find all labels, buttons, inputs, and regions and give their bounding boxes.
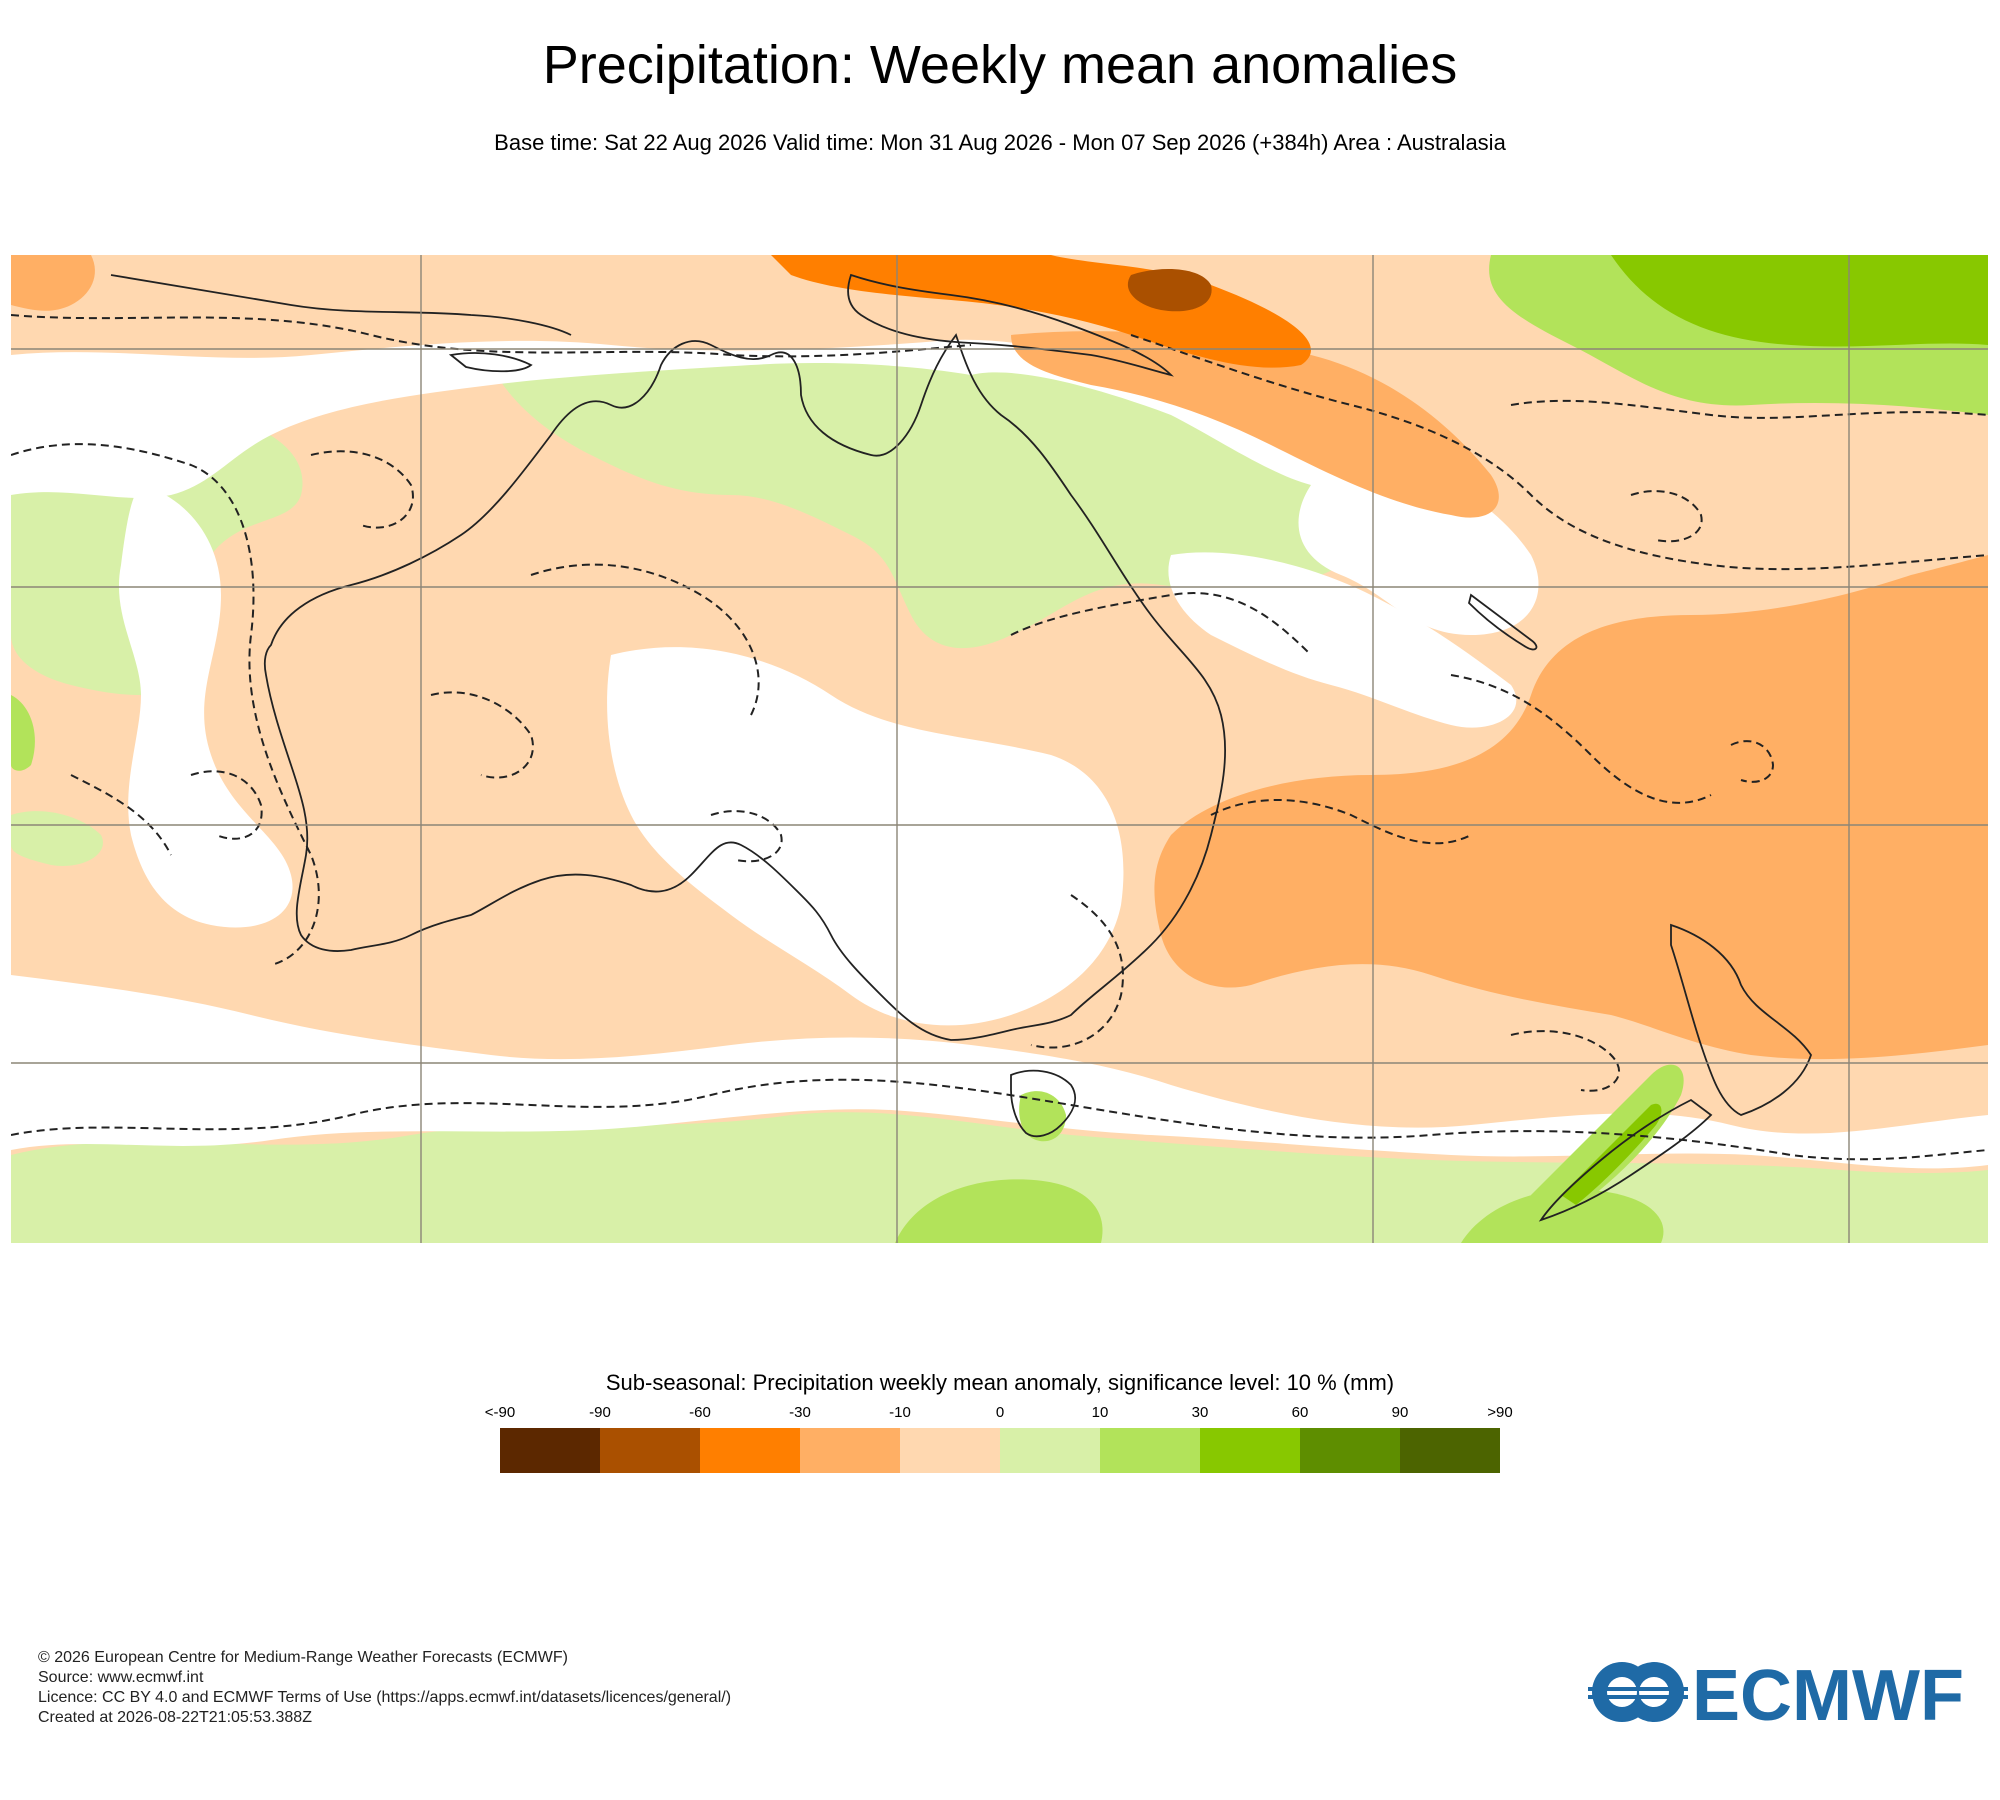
legend-swatch (1300, 1428, 1400, 1473)
tasman-sea-dry (1154, 555, 1988, 1060)
legend-label: 60 (1291, 1404, 1309, 1421)
australia-coastline (263, 333, 1226, 1041)
source-text: Source: www.ecmwf.int (38, 1669, 204, 1686)
legend-swatch (1400, 1428, 1500, 1473)
nz-north-island-coastline (1670, 923, 1812, 1116)
indian-ocean-dry (11, 255, 95, 311)
indonesia-coastline (110, 274, 572, 336)
neutral-region-central (607, 647, 1124, 1026)
legend-label: 90 (1391, 1404, 1409, 1421)
new-zealand-wet (1531, 1064, 1684, 1214)
neutral-band-south (11, 975, 1988, 1169)
timor-coastline (448, 352, 533, 373)
neutral-region-west (118, 485, 293, 928)
legend-label: >90 (1487, 1404, 1513, 1421)
legend-swatch (1000, 1428, 1100, 1473)
legend-label: 0 (995, 1404, 1005, 1421)
legend-swatch (900, 1428, 1000, 1473)
legend-color-bar (500, 1428, 1500, 1473)
new-zealand-wet-strong (1561, 1103, 1662, 1205)
created-text: Created at 2026-08-22T21:05:53.388Z (38, 1709, 312, 1726)
legend-label: 10 (1091, 1404, 1109, 1421)
ecmwf-logo-icon (1588, 1662, 1688, 1722)
southern-ocean-wet-moderate (895, 1179, 1103, 1243)
copyright-text: © 2026 European Centre for Medium-Range … (38, 1649, 568, 1666)
legend-swatch (1200, 1428, 1300, 1473)
legend-label: -60 (689, 1404, 711, 1421)
legend-swatch (500, 1428, 600, 1473)
legend-label: -90 (589, 1404, 611, 1421)
coastlines (110, 273, 1812, 1222)
papua-very-strong-dry (1127, 269, 1212, 312)
coral-sea-dry (1011, 331, 1499, 518)
legend-swatch (800, 1428, 900, 1473)
northeast-pacific-wet-strong (1611, 255, 1988, 347)
neutral-region-tasman (1168, 552, 1517, 728)
precipitation-anomaly-map (11, 255, 1988, 1243)
tasmania-wet (1019, 1091, 1066, 1142)
legend-title: Sub-seasonal: Precipitation weekly mean … (605, 1370, 1395, 1395)
legend-label: 30 (1191, 1404, 1209, 1421)
licence-text: Licence: CC BY 4.0 and ECMWF Terms of Us… (38, 1689, 732, 1706)
ecmwf-logo-text: ECMWF (1692, 1656, 1964, 1730)
neutral-band-north (11, 339, 1539, 635)
legend-swatch (1100, 1428, 1200, 1473)
legend-label: -30 (789, 1404, 811, 1421)
chart-title: Precipitation: Weekly mean anomalies (542, 35, 1458, 95)
chart-subtitle: Base time: Sat 22 Aug 2026 Valid time: M… (494, 130, 1506, 155)
graticule (11, 255, 1988, 1243)
tasmania-coastline (1010, 1069, 1076, 1138)
indian-ocean-wet-patch-3 (11, 695, 35, 771)
nz-south-island-coastline (1538, 1098, 1713, 1222)
legend-swatch (700, 1428, 800, 1473)
ecmwf-logo: ECMWF (1588, 1656, 1964, 1730)
new-guinea-coastline (847, 273, 1174, 377)
legend-label: -10 (889, 1404, 911, 1421)
southern-ocean-wet-moderate-2 (1461, 1189, 1664, 1243)
north-australia-wet (491, 350, 1359, 649)
legend-label: <-90 (484, 1404, 516, 1421)
legend-swatch (600, 1428, 700, 1473)
significance-contours (11, 314, 1988, 1161)
new-caledonia-coastline (1468, 593, 1538, 651)
southern-ocean-wet-band (11, 1112, 1988, 1243)
legend-labels: <-90 -90 -60 -30 -10 0 10 30 60 90 >90 (485, 1404, 1513, 1424)
footer: © 2026 European Centre for Medium-Range … (38, 1648, 731, 1728)
